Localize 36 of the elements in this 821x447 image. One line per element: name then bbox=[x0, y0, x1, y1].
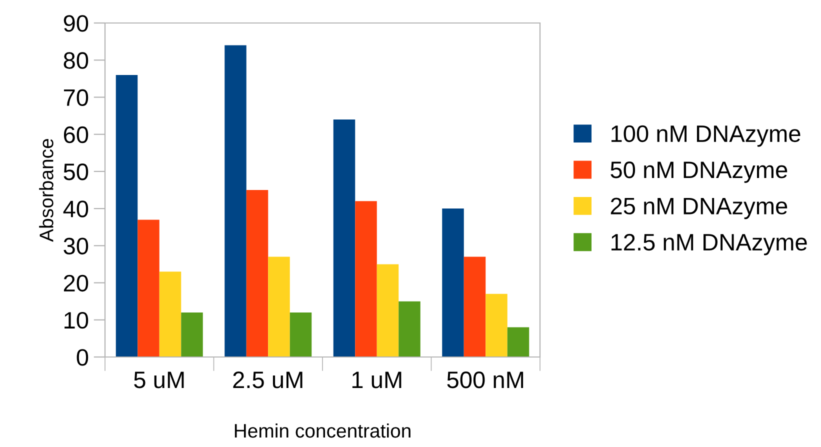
bar bbox=[355, 201, 377, 357]
legend-label: 50 nM DNAzyme bbox=[610, 162, 788, 183]
x-tick-label: 5 uM bbox=[134, 372, 184, 388]
legend-label: 100 nM DNAzyme bbox=[612, 125, 800, 147]
y-tick-label: 10 bbox=[64, 312, 88, 329]
y-tick-label: 80 bbox=[64, 52, 88, 69]
bar bbox=[224, 45, 246, 357]
bar bbox=[464, 256, 486, 357]
bar bbox=[181, 312, 203, 357]
x-tick-label: 2.5 uM bbox=[233, 372, 302, 388]
y-tick-label: 90 bbox=[64, 15, 88, 32]
y-tick-label: 70 bbox=[64, 89, 88, 106]
bar bbox=[376, 264, 399, 357]
x-axis-title: Hemin concentration bbox=[234, 423, 410, 438]
bar bbox=[507, 327, 530, 357]
x-tick-label: 500 nM bbox=[447, 372, 524, 388]
bar bbox=[138, 220, 160, 357]
y-tick-label: 30 bbox=[64, 238, 88, 254]
x-tick-label: 1 uM bbox=[352, 372, 402, 388]
bar bbox=[486, 294, 508, 357]
y-axis-title: Absorbance bbox=[39, 138, 54, 242]
bar bbox=[246, 190, 268, 357]
bar bbox=[333, 119, 356, 357]
bar bbox=[442, 208, 464, 357]
bar bbox=[159, 272, 182, 357]
bar bbox=[268, 256, 290, 357]
y-tick-label: 40 bbox=[63, 200, 88, 218]
bar bbox=[116, 74, 138, 357]
y-tick-label: 20 bbox=[64, 274, 88, 292]
y-tick-label: 50 bbox=[64, 164, 88, 180]
legend-label: 25 nM DNAzyme bbox=[610, 198, 788, 220]
y-tick-label: 60 bbox=[64, 126, 88, 144]
y-tick-label: 0 bbox=[76, 349, 88, 366]
bar bbox=[398, 301, 420, 357]
legend-label: 12.5 nM DNAzyme bbox=[612, 234, 807, 256]
bar bbox=[290, 312, 312, 357]
